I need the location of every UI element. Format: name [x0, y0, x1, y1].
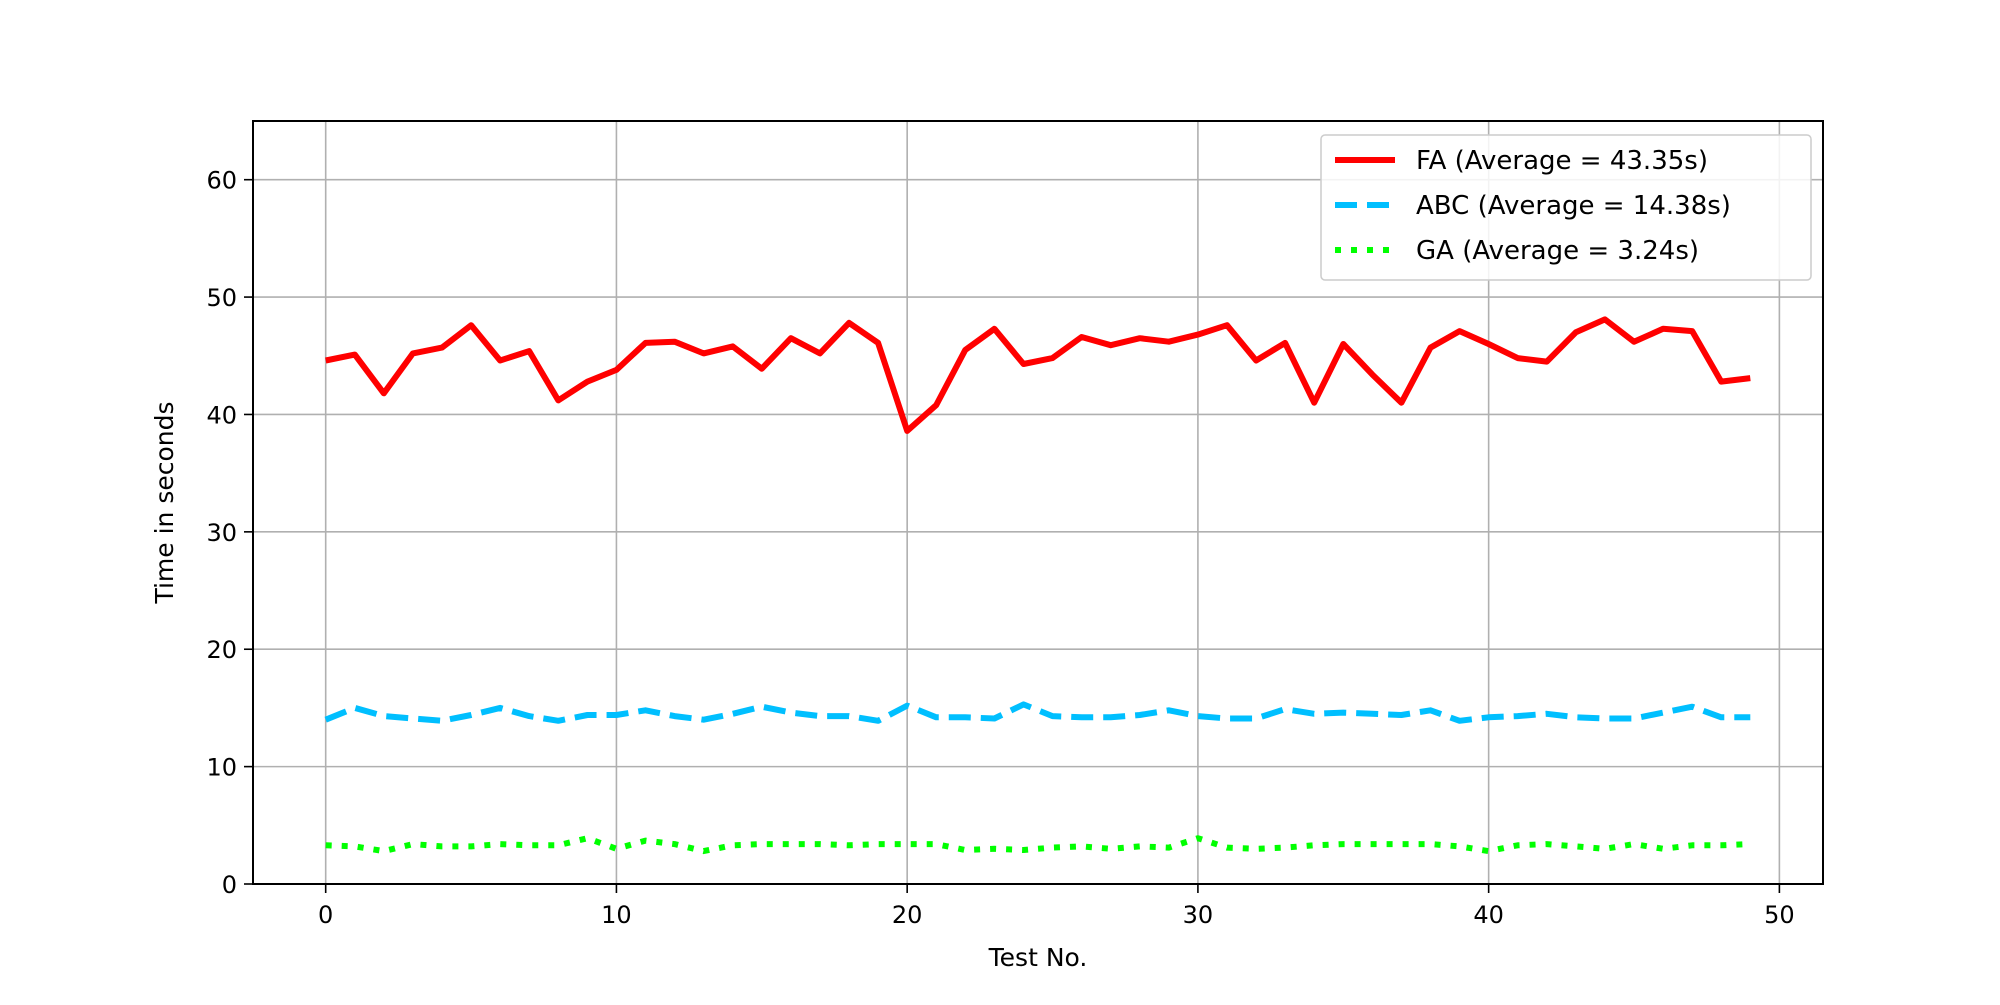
legend: FA (Average = 43.35s) ABC (Average = 14.… [1320, 134, 1812, 281]
x-tick-label: 40 [1473, 901, 1504, 929]
x-tick-label: 50 [1764, 901, 1795, 929]
series-line-abc [324, 701, 1751, 724]
x-tick-label: 0 [318, 901, 333, 929]
y-tick-label: 0 [222, 871, 237, 899]
series-lines [324, 316, 1751, 855]
y-tick-label: 10 [206, 754, 237, 782]
y-tick-label: 40 [206, 401, 237, 429]
axis-ticks: 0 10 20 30 40 50 0 10 20 30 40 50 60 [206, 167, 1794, 929]
plot-frame [252, 120, 1824, 885]
y-tick-label: 60 [206, 167, 237, 195]
legend-box [1320, 134, 1812, 281]
legend-label-ga: GA (Average = 3.24s) [1416, 236, 1699, 266]
series-line-ga [325, 835, 1751, 855]
y-axis-label: Time in seconds [150, 401, 179, 604]
series-line-fa [325, 316, 1751, 434]
legend-label-fa: FA (Average = 43.35s) [1416, 146, 1708, 176]
legend-label-abc: ABC (Average = 14.38s) [1416, 191, 1731, 221]
y-tick-label: 50 [206, 284, 237, 312]
y-tick-label: 30 [206, 519, 237, 547]
x-axis-label: Test No. [988, 943, 1088, 972]
x-tick-label: 20 [892, 901, 923, 929]
x-tick-label: 10 [601, 901, 632, 929]
y-tick-label: 20 [206, 636, 237, 664]
x-tick-label: 30 [1183, 901, 1214, 929]
